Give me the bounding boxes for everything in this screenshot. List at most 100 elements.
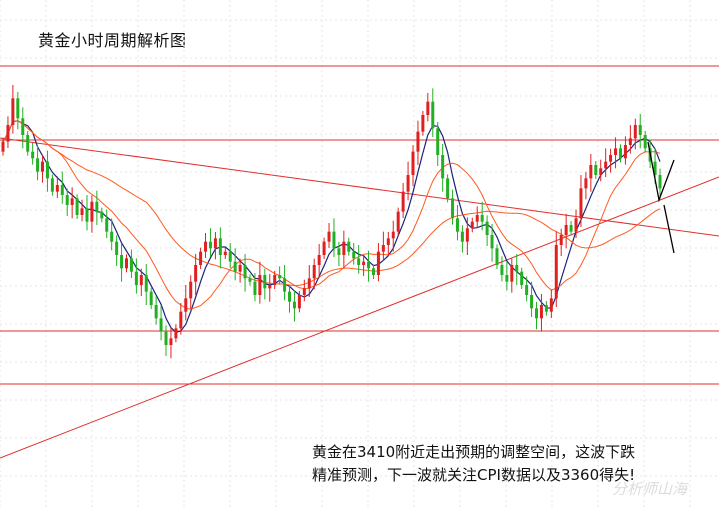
candle-up [307, 278, 311, 289]
candle-down [283, 278, 287, 292]
candle-down [495, 248, 499, 265]
candle-up [179, 311, 183, 329]
descending-trendline [0, 137, 719, 237]
candle-down [515, 265, 519, 272]
candle-down [436, 128, 440, 155]
candle-up [41, 161, 45, 172]
candle-up [297, 295, 301, 309]
candle-up [465, 228, 469, 242]
candle-up [386, 238, 390, 245]
candle-up [223, 251, 227, 255]
candle-up [169, 338, 173, 345]
candle-up [391, 231, 395, 239]
candle-up [539, 305, 543, 319]
candle-down [144, 275, 148, 292]
candle-down [218, 238, 222, 255]
candle-down [455, 218, 459, 232]
candle-down [371, 268, 375, 275]
candle-down [36, 158, 40, 172]
candle-down [480, 215, 484, 222]
candle-down [31, 151, 35, 159]
level-lines [0, 65, 719, 385]
candle-up [376, 251, 380, 275]
candle-down [243, 265, 247, 279]
candle-down [618, 148, 622, 159]
candle-down [100, 211, 104, 219]
candle-up [273, 275, 277, 285]
candle-down [347, 241, 351, 252]
candle-up [124, 258, 128, 269]
candle-up [322, 241, 326, 255]
candle-up [302, 288, 306, 295]
candle-up [623, 145, 627, 159]
candle-down [288, 291, 292, 302]
candle-down [159, 318, 163, 332]
candle-up [213, 238, 217, 249]
watermark: 分析师山海 [612, 480, 688, 498]
analysis-note-line1: 黄金在3410附近走出预期的调整空间，这波下跌 [312, 443, 636, 461]
candle-down [134, 271, 138, 285]
candle-down [357, 258, 361, 265]
candle-up [396, 211, 400, 232]
trend-lines [0, 137, 719, 459]
candle-down [535, 308, 539, 319]
candle-down [332, 231, 336, 249]
candle-up [70, 198, 74, 205]
candle-up [510, 265, 514, 282]
candle-down [60, 185, 64, 195]
candle-up [317, 255, 321, 265]
candle-down [569, 225, 573, 232]
candle-down [525, 285, 529, 295]
candle-up [584, 178, 588, 189]
candle-up [184, 298, 188, 312]
candle-up [549, 298, 553, 312]
candle-down [16, 98, 20, 119]
candle-up [327, 231, 331, 242]
candle-up [574, 218, 578, 232]
projection-zigzag [647, 141, 675, 203]
candle-down [50, 178, 54, 192]
candle-down [65, 195, 69, 205]
candle-down [367, 261, 371, 269]
candle-up [342, 241, 346, 255]
candle-up [238, 265, 242, 272]
candle-up [416, 131, 420, 152]
candle-up [381, 245, 385, 252]
candle-down [26, 135, 30, 152]
candle-up [80, 208, 84, 215]
moving-averages [2, 120, 661, 333]
candle-up [11, 98, 15, 125]
candle-up [312, 265, 316, 279]
candle-down [544, 305, 548, 312]
candle-down [263, 275, 267, 289]
candle-up [199, 251, 203, 265]
candle-down [149, 291, 153, 305]
candle-down [95, 201, 99, 212]
candle-up [554, 245, 558, 299]
candle-down [451, 198, 455, 219]
candle-down [638, 125, 642, 135]
candle-down [643, 135, 647, 149]
candle-down [120, 255, 124, 269]
candle-down [248, 278, 252, 282]
candle-up [475, 215, 479, 222]
candle-up [268, 285, 272, 289]
candle-up [604, 161, 608, 169]
candle-down [129, 258, 133, 272]
candle-up [579, 188, 583, 219]
candle-up [1, 141, 5, 152]
candle-down [292, 301, 296, 309]
candle-up [559, 235, 563, 245]
candle-up [139, 275, 143, 285]
candle-down [105, 218, 109, 232]
candle-down [441, 155, 445, 179]
candle-down [278, 275, 282, 279]
candle-up [633, 125, 637, 139]
candle-down [154, 305, 158, 319]
candle-down [490, 235, 494, 249]
candle-up [426, 101, 430, 115]
candle-down [530, 295, 534, 309]
candle-down [505, 275, 509, 282]
candle-up [189, 281, 193, 299]
